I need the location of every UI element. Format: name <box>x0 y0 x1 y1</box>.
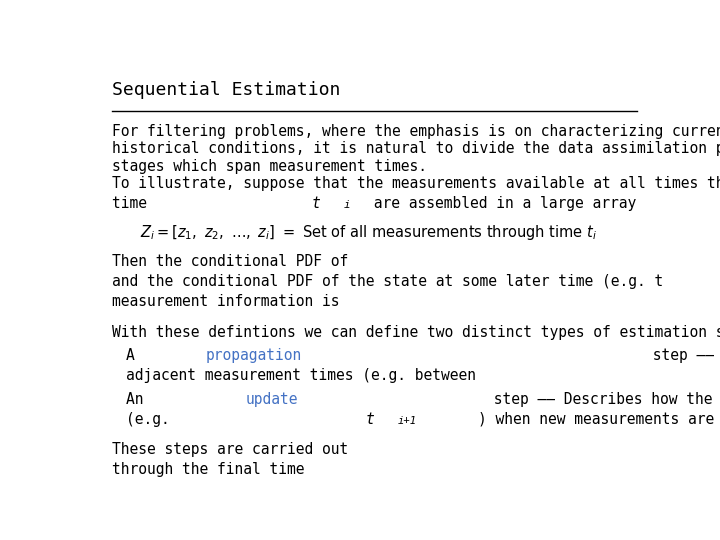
Text: and the conditional PDF of the state at some later time (e.g. t: and the conditional PDF of the state at … <box>112 274 664 289</box>
Text: through the final time: through the final time <box>112 462 314 477</box>
Text: ) when new measurements are incorporated.: ) when new measurements are incorporated… <box>479 412 720 427</box>
Text: step –– Describes how the conditional PDF changes at a given time: step –– Describes how the conditional PD… <box>485 392 720 407</box>
Text: These steps are carried out: These steps are carried out <box>112 442 357 457</box>
Text: time: time <box>112 196 156 211</box>
Text: propagation: propagation <box>206 348 302 363</box>
Text: (e.g.: (e.g. <box>126 412 179 427</box>
Text: are assembled in a large array: are assembled in a large array <box>365 196 645 211</box>
Text: t: t <box>365 412 374 427</box>
Text: For filtering problems, where the emphasis is on characterizing current rather t: For filtering problems, where the emphas… <box>112 124 720 174</box>
Text: To illustrate, suppose that the measurements available at all times through the : To illustrate, suppose that the measurem… <box>112 176 720 191</box>
Text: An: An <box>126 392 153 407</box>
Text: update: update <box>246 392 298 407</box>
Text: i: i <box>343 200 350 210</box>
Text: i+1: i+1 <box>397 416 416 426</box>
Text: adjacent measurement times (e.g. between: adjacent measurement times (e.g. between <box>126 368 485 383</box>
Text: A: A <box>126 348 144 363</box>
Text: With these defintions we can define two distinct types of estimation steps:: With these defintions we can define two … <box>112 325 720 340</box>
Text: step –– Describes how the conditional PDF changes between two: step –– Describes how the conditional PD… <box>644 348 720 363</box>
Text: $Z_i = [z_1,\ z_2,\ \ldots,\ z_i]\ =\ \mathrm{Set\ of\ all\ measurements\ throug: $Z_i = [z_1,\ z_2,\ \ldots,\ z_i]\ =\ \m… <box>140 223 598 242</box>
Text: measurement information is: measurement information is <box>112 294 348 309</box>
Text: Then the conditional PDF of: Then the conditional PDF of <box>112 254 357 269</box>
Text: t: t <box>312 196 320 211</box>
Text: Sequential Estimation: Sequential Estimation <box>112 82 341 99</box>
